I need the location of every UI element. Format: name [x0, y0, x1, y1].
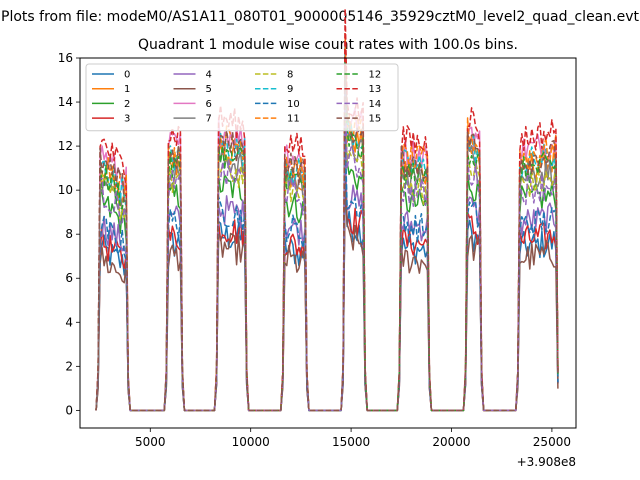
series-line-module-15 — [95, 69, 559, 412]
x-tick-label: 20000 — [432, 435, 470, 449]
x-tick-label: 15000 — [332, 435, 370, 449]
y-tick-label: 12 — [58, 139, 73, 153]
legend-label: 3 — [124, 114, 130, 125]
x-tick-label: 25000 — [533, 435, 571, 449]
y-tick-label: 2 — [65, 359, 73, 373]
plot-frame — [79, 57, 577, 429]
y-tick-label: 14 — [58, 95, 73, 109]
legend-label: 7 — [206, 114, 212, 125]
legend-label: 12 — [369, 70, 382, 81]
x-axis: 5000 10000 15000 20000 25000 — [135, 428, 571, 449]
legend-label: 15 — [369, 114, 382, 125]
x-tick-label: 5000 — [135, 435, 166, 449]
legend-label: 1 — [124, 84, 130, 95]
legend-label: 14 — [369, 99, 382, 110]
legend-label: 4 — [206, 70, 212, 81]
legend-label: 6 — [206, 99, 212, 110]
x-tick-label: 10000 — [232, 435, 270, 449]
y-axis: 0 2 4 6 8 10 12 14 16 — [58, 51, 80, 417]
x-offset-label: +3.908e8 — [517, 455, 576, 469]
legend-label: 0 — [124, 70, 130, 81]
legend-label: 5 — [206, 84, 212, 95]
series-layer — [95, 7, 559, 412]
y-tick-label: 6 — [65, 271, 73, 285]
legend-label: 13 — [369, 84, 382, 95]
y-tick-label: 8 — [65, 227, 73, 241]
legend-label: 2 — [124, 99, 130, 110]
legend-label: 9 — [287, 84, 293, 95]
chart-title: Quadrant 1 module wise count rates with … — [138, 37, 518, 53]
y-tick-label: 10 — [58, 183, 73, 197]
legend-label: 11 — [287, 114, 300, 125]
figure-suptitle: Plots from file: modeM0/AS1A11_080T01_90… — [1, 9, 639, 25]
legend-box — [85, 63, 399, 132]
y-tick-label: 0 — [65, 403, 73, 417]
y-tick-label: 4 — [65, 315, 73, 329]
y-tick-label: 16 — [58, 51, 73, 65]
legend-label: 8 — [287, 70, 293, 81]
legend-label: 10 — [287, 99, 300, 110]
